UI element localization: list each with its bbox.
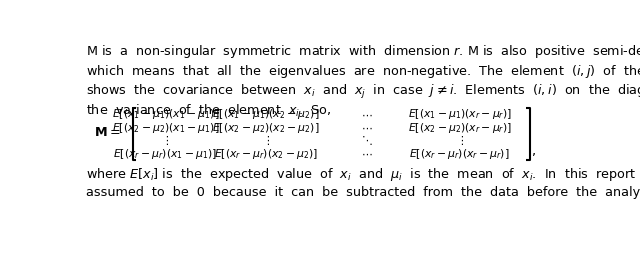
Text: which  means  that  all  the  eigenvalues  are  non-negative.  The  element  $(i: which means that all the eigenvalues are… bbox=[86, 63, 640, 80]
Text: $\ddots$: $\ddots$ bbox=[361, 134, 372, 147]
Text: $E[(x_r-\mu_r)(x_1-\mu_1)]$: $E[(x_r-\mu_r)(x_1-\mu_1)]$ bbox=[113, 147, 217, 161]
Text: $\cdots$: $\cdots$ bbox=[361, 149, 372, 159]
Text: $E[(x_r-\mu_r)(x_2-\mu_2)]$: $E[(x_r-\mu_r)(x_2-\mu_2)]$ bbox=[214, 147, 318, 161]
Text: $E[(x_1-\mu_1)(x_r-\mu_r)]$: $E[(x_1-\mu_1)(x_r-\mu_r)]$ bbox=[408, 108, 512, 122]
Text: shows  the  covariance  between  $x_i$  and  $x_j$  in  case  $j \neq i$.  Eleme: shows the covariance between $x_i$ and $… bbox=[86, 83, 640, 101]
Text: $\cdots$: $\cdots$ bbox=[361, 109, 372, 120]
Text: ,: , bbox=[531, 145, 535, 158]
Text: $\vdots$: $\vdots$ bbox=[161, 134, 169, 147]
Text: $\cdots$: $\cdots$ bbox=[361, 123, 372, 132]
Text: $E[(x_2-\mu_2)(x_1-\mu_1)]$: $E[(x_2-\mu_2)(x_1-\mu_1)]$ bbox=[111, 121, 219, 135]
Text: assumed  to  be  0  because  it  can  be  subtracted  from  the  data  before  t: assumed to be 0 because it can be subtra… bbox=[86, 186, 640, 199]
Text: $E[(x_1-\mu_1)(x_2-\mu_2)]$: $E[(x_1-\mu_1)(x_2-\mu_2)]$ bbox=[212, 108, 320, 122]
Text: $\mathbf{M} =$: $\mathbf{M} =$ bbox=[94, 126, 120, 139]
Text: the  variance  of  the  element  $x_i$.  So,: the variance of the element $x_i$. So, bbox=[86, 103, 332, 119]
Text: $E[(x_r-\mu_r)(x_r-\mu_r)]$: $E[(x_r-\mu_r)(x_r-\mu_r)]$ bbox=[410, 147, 510, 161]
Text: M is  a  non-singular  symmetric  matrix  with  dimension $r$. M is  also  posit: M is a non-singular symmetric matrix wit… bbox=[86, 43, 640, 60]
Text: where $E\left[x_i\right]$ is  the  expected  value  of  $x_i$  and  $\mu_i$  is : where $E\left[x_i\right]$ is the expecte… bbox=[86, 166, 640, 183]
Text: $E[(x_1-\mu_1)(x_1-\mu_1)]$: $E[(x_1-\mu_1)(x_1-\mu_1)]$ bbox=[111, 108, 219, 122]
Text: $\vdots$: $\vdots$ bbox=[456, 134, 464, 147]
Text: $\vdots$: $\vdots$ bbox=[262, 134, 270, 147]
Text: $E[(x_2-\mu_2)(x_2-\mu_2)]$: $E[(x_2-\mu_2)(x_2-\mu_2)]$ bbox=[212, 121, 320, 135]
Text: $E[(x_2-\mu_2)(x_r-\mu_r)]$: $E[(x_2-\mu_2)(x_r-\mu_r)]$ bbox=[408, 121, 512, 135]
